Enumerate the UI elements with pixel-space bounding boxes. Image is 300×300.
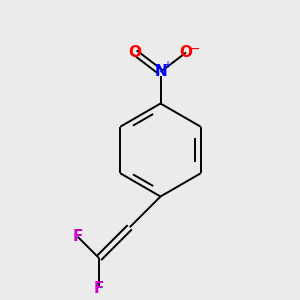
Text: O: O [128, 45, 142, 60]
Text: +: + [163, 60, 171, 70]
Text: F: F [73, 229, 83, 244]
Text: N: N [154, 64, 167, 80]
Text: F: F [94, 280, 104, 296]
Text: −: − [190, 43, 200, 56]
Text: O: O [179, 45, 193, 60]
